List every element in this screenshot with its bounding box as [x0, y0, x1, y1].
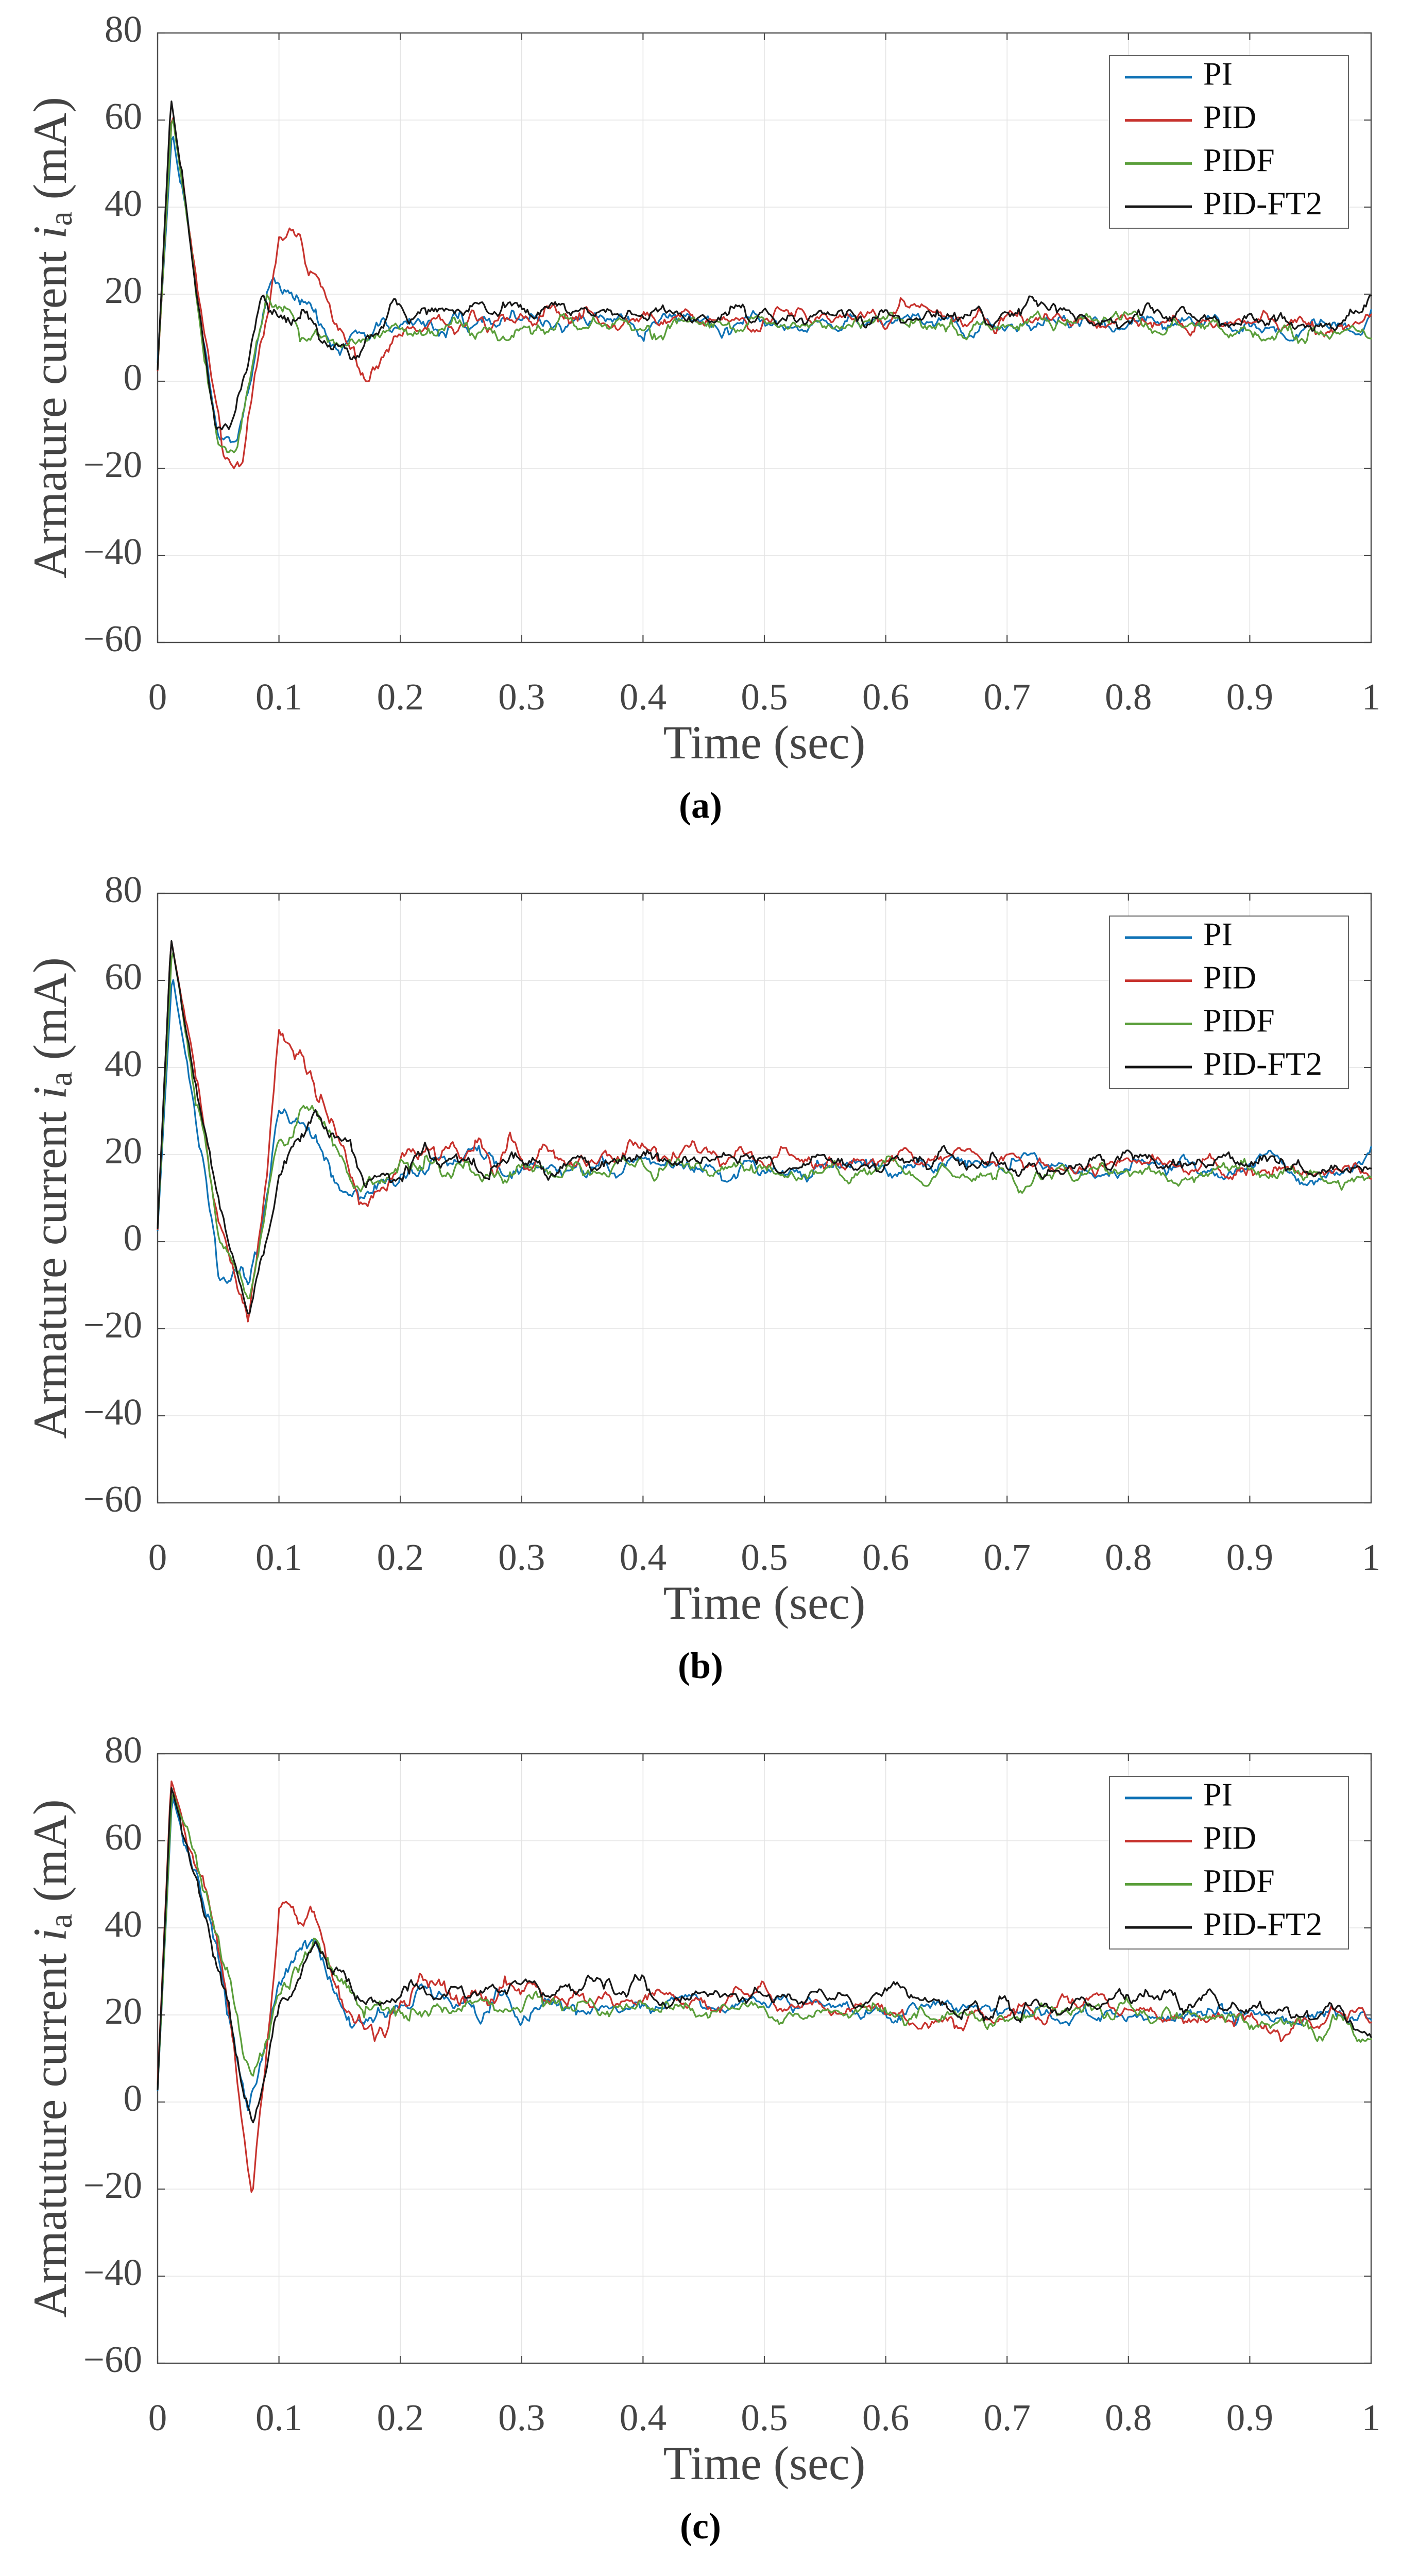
svg-text:PI: PI [1203, 916, 1233, 953]
svg-text:0.7: 0.7 [984, 1536, 1031, 1578]
svg-text:0.4: 0.4 [620, 676, 667, 718]
svg-text:Armatuture current ia (mA): Armatuture current ia (mA) [24, 1799, 79, 2317]
svg-text:Time (sec): Time (sec) [663, 1577, 866, 1629]
svg-text:−60: −60 [83, 2338, 142, 2380]
svg-text:1: 1 [1362, 676, 1381, 718]
svg-text:PID: PID [1203, 959, 1256, 995]
svg-text:−20: −20 [83, 2164, 142, 2206]
svg-text:0.8: 0.8 [1105, 676, 1152, 718]
svg-text:PIDF: PIDF [1203, 142, 1275, 178]
svg-text:0.5: 0.5 [741, 2397, 788, 2438]
svg-text:Armature current ia (mA): Armature current ia (mA) [24, 97, 79, 579]
svg-text:1: 1 [1362, 1536, 1381, 1578]
svg-text:0: 0 [124, 2077, 143, 2119]
svg-text:20: 20 [105, 1990, 142, 2032]
svg-text:PID: PID [1203, 98, 1256, 135]
svg-text:PIDF: PIDF [1203, 1002, 1275, 1039]
svg-text:PI: PI [1203, 1776, 1233, 1813]
svg-text:0.6: 0.6 [862, 2397, 909, 2438]
svg-text:−20: −20 [83, 444, 142, 485]
svg-text:−60: −60 [83, 618, 142, 659]
svg-text:0.1: 0.1 [255, 1536, 302, 1578]
svg-text:PID-FT2: PID-FT2 [1203, 185, 1322, 222]
svg-text:0.5: 0.5 [741, 1536, 788, 1578]
svg-text:0.4: 0.4 [620, 2397, 667, 2438]
svg-text:20: 20 [105, 1130, 142, 1172]
svg-text:0: 0 [148, 676, 167, 718]
svg-text:−40: −40 [83, 2251, 142, 2293]
svg-text:80: 80 [105, 869, 142, 910]
svg-text:0: 0 [124, 1217, 143, 1259]
svg-text:0.8: 0.8 [1105, 1536, 1152, 1578]
svg-text:0.8: 0.8 [1105, 2397, 1152, 2438]
svg-text:0.3: 0.3 [498, 2397, 545, 2438]
svg-text:0.4: 0.4 [620, 1536, 667, 1578]
svg-text:0.9: 0.9 [1226, 676, 1273, 718]
svg-text:Time (sec): Time (sec) [663, 716, 866, 769]
svg-text:60: 60 [105, 95, 142, 137]
svg-text:PID: PID [1203, 1819, 1256, 1856]
svg-text:0.1: 0.1 [255, 2397, 302, 2438]
svg-text:0: 0 [124, 357, 143, 398]
svg-text:1: 1 [1362, 2397, 1381, 2438]
svg-text:0.2: 0.2 [377, 1536, 424, 1578]
svg-text:PID-FT2: PID-FT2 [1203, 1045, 1322, 1082]
svg-text:0.6: 0.6 [862, 1536, 909, 1578]
svg-text:(a): (a) [679, 785, 722, 826]
svg-text:0.2: 0.2 [377, 676, 424, 718]
svg-text:0: 0 [148, 2397, 167, 2438]
svg-text:0.9: 0.9 [1226, 2397, 1273, 2438]
svg-text:0.5: 0.5 [741, 676, 788, 718]
svg-text:0: 0 [148, 1536, 167, 1578]
svg-text:0.2: 0.2 [377, 2397, 424, 2438]
svg-text:60: 60 [105, 1816, 142, 1858]
svg-text:0.1: 0.1 [255, 676, 302, 718]
svg-text:80: 80 [105, 1729, 142, 1771]
svg-text:0.7: 0.7 [984, 2397, 1031, 2438]
svg-text:−40: −40 [83, 531, 142, 572]
svg-text:20: 20 [105, 269, 142, 311]
svg-text:PI: PI [1203, 56, 1233, 92]
svg-text:−60: −60 [83, 1478, 142, 1520]
svg-text:0.7: 0.7 [984, 676, 1031, 718]
svg-text:40: 40 [105, 182, 142, 224]
svg-text:40: 40 [105, 1903, 142, 1945]
svg-text:Armature current ia (mA): Armature current ia (mA) [24, 957, 79, 1439]
svg-text:0.3: 0.3 [498, 676, 545, 718]
svg-text:(c): (c) [680, 2505, 721, 2547]
svg-text:80: 80 [105, 8, 142, 50]
svg-text:0.3: 0.3 [498, 1536, 545, 1578]
svg-text:0.9: 0.9 [1226, 1536, 1273, 1578]
svg-text:PID-FT2: PID-FT2 [1203, 1906, 1322, 1942]
svg-text:−20: −20 [83, 1304, 142, 1346]
svg-text:40: 40 [105, 1043, 142, 1084]
svg-text:Time (sec): Time (sec) [663, 2437, 866, 2489]
svg-text:60: 60 [105, 956, 142, 997]
svg-text:(b): (b) [678, 1645, 723, 1686]
svg-text:0.6: 0.6 [862, 676, 909, 718]
svg-text:PIDF: PIDF [1203, 1862, 1275, 1899]
svg-text:−40: −40 [83, 1391, 142, 1433]
